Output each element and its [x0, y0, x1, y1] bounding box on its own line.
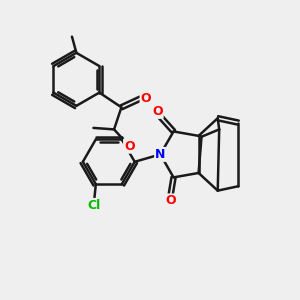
Text: N: N	[155, 148, 166, 161]
Text: O: O	[124, 140, 135, 153]
Text: O: O	[152, 105, 163, 118]
Text: O: O	[165, 194, 176, 207]
Text: Cl: Cl	[88, 199, 101, 212]
Text: O: O	[140, 92, 151, 105]
